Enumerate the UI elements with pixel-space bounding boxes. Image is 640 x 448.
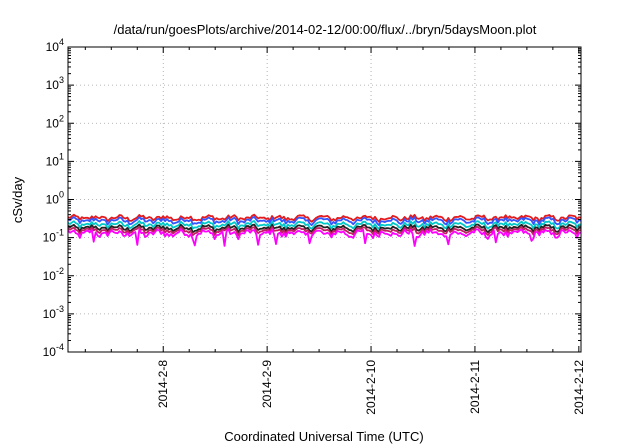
y-tick-label: 103 — [46, 75, 64, 92]
chart-title: /data/run/goesPlots/archive/2014-02-12/0… — [114, 22, 537, 37]
series-line — [67, 220, 582, 230]
y-tick-label: 10-2 — [43, 266, 64, 283]
grid-layer — [68, 47, 581, 352]
x-tick-label: 2014-2-8 — [156, 360, 170, 408]
y-tick-label: 104 — [46, 37, 64, 54]
series-line — [67, 213, 582, 223]
y-tick-label: 10-3 — [43, 304, 64, 321]
y-tick-label: 10-1 — [43, 228, 64, 245]
y-tick-label: 100 — [46, 190, 64, 207]
y-tick-label: 101 — [46, 151, 64, 168]
x-tick-label: 2014-2-10 — [364, 360, 378, 415]
series-line — [67, 225, 582, 237]
x-tick-label: 2014-2-11 — [468, 360, 482, 414]
y-tick-label: 10-4 — [43, 342, 64, 359]
y-tick-label: 102 — [46, 113, 64, 130]
x-tick-label: 2014-2-12 — [572, 360, 586, 415]
tick-layer: 10-4 10-3 10-2 10-1 100 101 102 103 104 2014-2-8 2… — [43, 37, 586, 415]
y-axis-label: cSv/day — [10, 176, 25, 223]
x-axis-label: Coordinated Universal Time (UTC) — [224, 429, 423, 444]
series-layer — [67, 213, 582, 247]
series-line — [67, 216, 582, 227]
series-line — [67, 223, 582, 234]
series-line — [67, 228, 582, 247]
x-tick-label: 2014-2-9 — [260, 360, 274, 408]
